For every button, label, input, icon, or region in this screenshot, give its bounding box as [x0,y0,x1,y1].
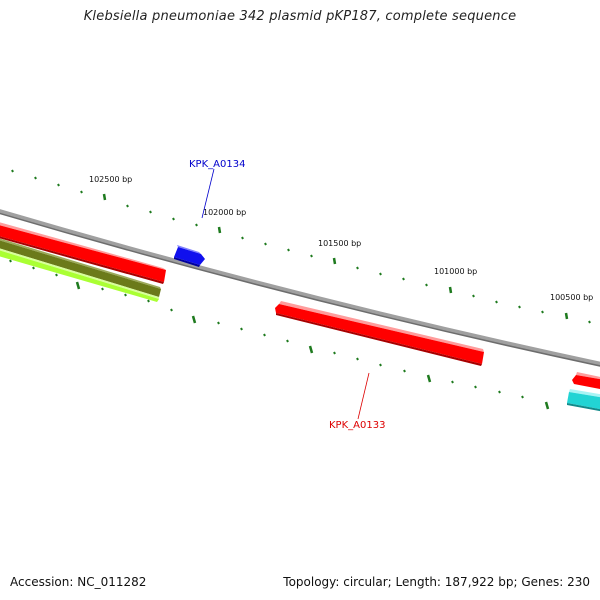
gene-kpk-a0134-top [177,245,201,254]
gene-cyan-right-top [569,389,600,398]
gene-kpk-a0134-shadow [174,257,200,267]
outer-tick [472,294,475,298]
inner-tick [286,339,289,343]
backbone-outer-line [0,209,600,367]
outer-tick-major [217,226,222,234]
gene-kpk-a0134-leader [201,168,215,219]
backbone-inner-line [0,212,600,367]
outer-tick [149,210,152,214]
inner-tick-ring [9,259,550,410]
scale-labels: 102500 bp 102000 bp 101500 bp 101000 bp … [89,175,593,302]
inner-tick [147,299,150,303]
outer-tick [287,248,290,252]
outer-tick-major [332,257,337,265]
gene-red-left-top [0,222,166,270]
scale-label: 101500 bp [318,239,361,248]
inner-tick-major [544,401,550,410]
scale-label: 101000 bp [434,267,477,276]
gene-kpk-a0134-body [174,247,205,265]
gene-kpk-a0134[interactable] [174,245,205,267]
outer-tick [588,320,591,324]
inner-tick [521,395,524,399]
outer-tick [172,217,175,221]
scale-label: 100500 bp [550,293,593,302]
outer-tick-ring [11,169,591,324]
outer-tick [379,272,382,276]
inner-tick [356,357,359,361]
gene-red-left-shadow [0,236,164,284]
gene-kpk-a0133-shadow [276,313,482,366]
gene-red-left[interactable] [0,221,166,284]
gene-cyan-right-shadow [567,403,600,412]
gene-kpk-a0133-leader [357,372,370,420]
inner-tick [217,321,220,325]
gene-olive-top [0,238,161,289]
outer-tick [264,242,267,246]
outer-tick [310,254,313,258]
inner-tick [263,333,266,337]
outer-tick-major [564,312,569,320]
gene-olive-body [0,240,161,297]
inner-tick [124,293,127,297]
inner-tick [379,363,382,367]
inner-tick [403,369,406,373]
outer-tick-major [448,286,453,294]
inner-tick [9,259,12,263]
gene-red-right-top [576,372,600,380]
outer-tick [518,305,521,309]
inner-tick [170,308,173,312]
inner-tick [55,273,58,277]
inner-tick-major [191,315,197,324]
scale-label: 102000 bp [203,208,246,217]
inner-tick-major [308,345,314,354]
gene-olive[interactable] [0,237,161,297]
inner-tick [32,266,35,270]
gene-kpk-a0133-label[interactable]: KPK_A0133 [329,420,385,431]
inner-tick [498,390,501,394]
inner-tick [101,287,104,291]
gene-lime-top [0,248,159,299]
outer-tick [495,300,498,304]
gene-kpk-a0133-body [275,304,484,364]
inner-tick [333,351,336,355]
sequence-summary-text: Topology: circular; Length: 187,922 bp; … [283,575,590,589]
gene-cyan-right[interactable] [567,389,600,412]
outer-tick [241,236,244,240]
inner-tick [474,385,477,389]
plasmid-backbone [0,209,600,367]
gene-lime[interactable] [0,247,159,302]
accession-text: Accession: NC_011282 [10,575,147,589]
outer-tick-major [102,193,107,201]
gene-lime-body [0,250,159,302]
scale-label: 102500 bp [89,175,132,184]
outer-tick [34,176,37,180]
gene-red-left-body [0,225,166,282]
gene-red-right[interactable] [572,372,600,390]
gene-kpk-a0134-label[interactable]: KPK_A0134 [189,159,245,170]
map-title: Klebsiella pneumoniae 342 plasmid pKP187… [83,9,517,24]
outer-tick [126,204,129,208]
outer-tick [402,277,405,281]
gene-kpk-a0133[interactable] [275,301,484,366]
outer-tick [57,183,60,187]
inner-tick [240,327,243,331]
outer-tick [425,283,428,287]
outer-tick [356,266,359,270]
inner-tick-major [75,281,81,290]
outer-tick [11,169,14,173]
inner-tick-major [426,374,432,383]
outer-tick [195,223,198,227]
gene-cyan-right-body [567,392,600,410]
gene-red-right-body [572,375,600,390]
gene-kpk-a0133-top [279,301,484,352]
outer-tick [80,190,83,194]
outer-tick [541,310,544,314]
inner-tick [451,380,454,384]
